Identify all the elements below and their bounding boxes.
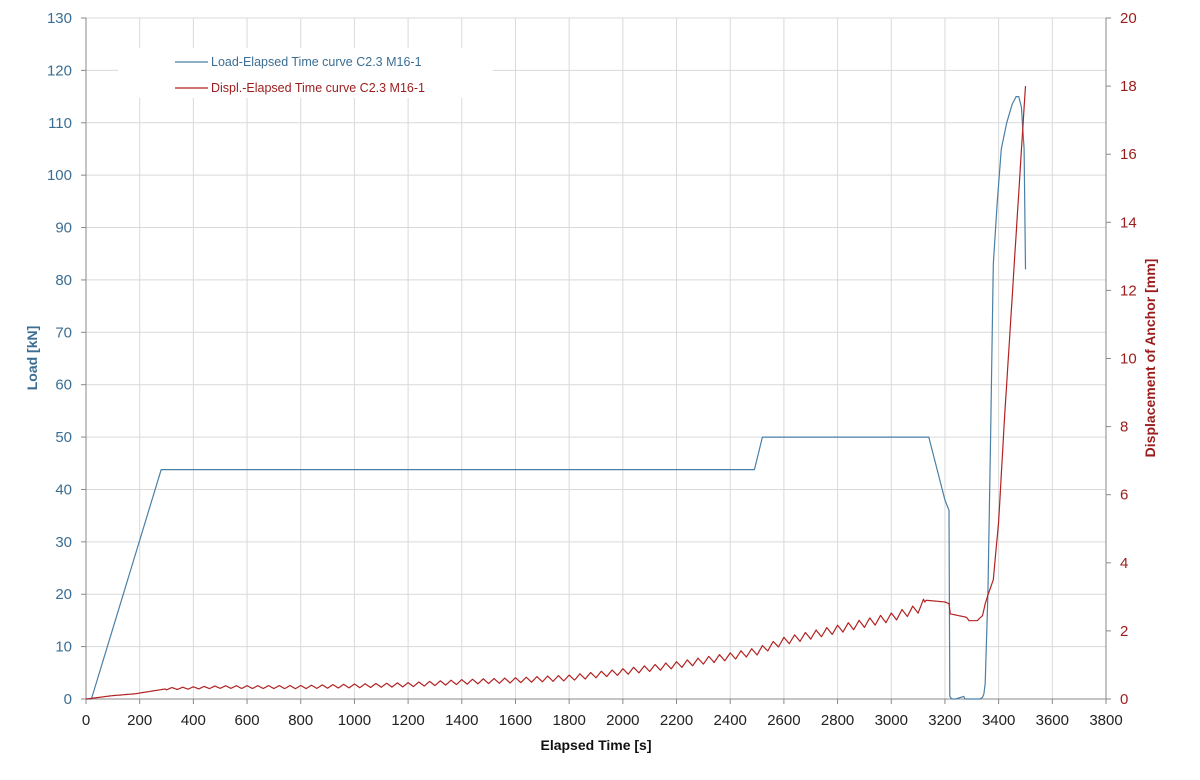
x-tick-label: 1000 [338, 712, 371, 729]
y-right-tick-label: 0 [1120, 691, 1128, 708]
legend: Load-Elapsed Time curve C2.3 M16-1 Displ… [118, 48, 493, 98]
y-right-tick-label: 14 [1120, 214, 1137, 231]
y-axis-left-title: Load [kN] [24, 326, 40, 391]
y-left-tick-label: 100 [47, 167, 72, 184]
x-tick-label: 2000 [606, 712, 639, 729]
tick-labels: 0 200 400 600 800 1000 1200 1400 1600 1800 2000 220… [47, 10, 1137, 729]
x-tick-label: 400 [181, 712, 206, 729]
y-left-tick-label: 20 [55, 586, 72, 603]
y-left-tick-label: 110 [48, 115, 72, 132]
y-left-tick-label: 50 [55, 429, 72, 446]
y-left-tick-label: 80 [55, 272, 72, 289]
x-tick-label: 1800 [552, 712, 585, 729]
x-tick-label: 2800 [821, 712, 854, 729]
x-tick-label: 200 [127, 712, 152, 729]
x-tick-label: 0 [82, 712, 90, 729]
x-axis-title: Elapsed Time [s] [540, 737, 651, 753]
y-left-tick-label: 120 [47, 62, 72, 79]
y-right-tick-label: 12 [1120, 282, 1137, 299]
grid-lines [86, 17, 1107, 699]
y-right-tick-label: 2 [1120, 623, 1128, 640]
y-right-tick-label: 20 [1120, 10, 1137, 27]
x-tick-label: 2600 [767, 712, 800, 729]
series-line-displacement [85, 86, 1027, 700]
legend-label-load: Load-Elapsed Time curve C2.3 M16-1 [211, 55, 422, 69]
y-left-tick-label: 30 [55, 534, 72, 551]
legend-label-displacement: Displ.-Elapsed Time curve C2.3 M16-1 [211, 81, 425, 95]
y-right-tick-label: 18 [1120, 78, 1137, 95]
plot-area-background [86, 18, 1106, 699]
series-line-load [86, 96, 1027, 700]
legend-background [118, 48, 493, 98]
y-right-tick-label: 10 [1120, 351, 1137, 368]
series-lines [85, 86, 1027, 700]
y-right-tick-label: 8 [1120, 419, 1128, 436]
y-left-tick-label: 70 [55, 324, 72, 341]
x-tick-label: 3400 [982, 712, 1015, 729]
y-right-tick-label: 16 [1120, 146, 1137, 163]
x-tick-label: 1600 [499, 712, 532, 729]
x-tick-label: 3000 [875, 712, 908, 729]
x-tick-label: 3800 [1089, 712, 1122, 729]
y-axis-right-title: Displacement of Anchor [mm] [1142, 259, 1158, 458]
x-tick-label: 3200 [928, 712, 961, 729]
x-tick-label: 2400 [714, 712, 747, 729]
x-tick-label: 600 [235, 712, 260, 729]
y-right-tick-label: 6 [1120, 487, 1128, 504]
y-right-tick-label: 4 [1120, 555, 1128, 572]
y-left-tick-label: 10 [55, 639, 72, 656]
x-tick-label: 3600 [1036, 712, 1069, 729]
y-left-tick-label: 60 [55, 377, 72, 394]
y-left-tick-label: 0 [64, 691, 72, 708]
axes [81, 17, 1111, 704]
y-left-tick-label: 130 [47, 10, 72, 27]
x-tick-label: 800 [288, 712, 313, 729]
x-tick-label: 2200 [660, 712, 693, 729]
x-tick-label: 1200 [391, 712, 424, 729]
x-tick-label: 1400 [445, 712, 478, 729]
y-left-tick-label: 40 [55, 481, 72, 498]
y-left-tick-label: 90 [55, 220, 72, 237]
